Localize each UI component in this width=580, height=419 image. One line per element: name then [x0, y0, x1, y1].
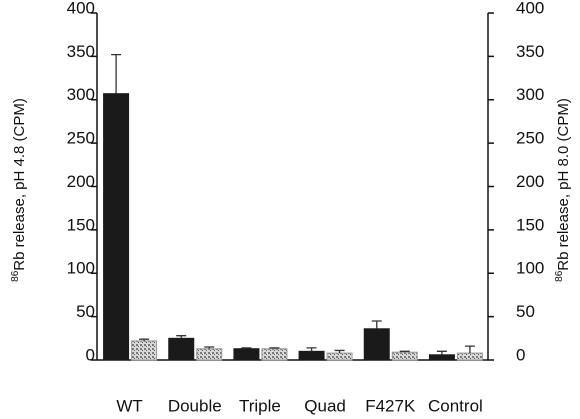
y-tick-label: 400 [67, 0, 95, 17]
y-tick-label: 150 [67, 215, 95, 234]
x-tick-label: Control [428, 396, 483, 415]
bar [103, 93, 130, 361]
error-bar [176, 335, 187, 339]
x-tick-label: Double [168, 396, 222, 415]
error-bar [464, 345, 475, 354]
y2-tick-label: 250 [516, 129, 544, 148]
y2-axis-label: 86Rb release, pH 8.0 (CPM) [554, 98, 572, 282]
bar [261, 348, 288, 361]
bar [196, 348, 223, 361]
y2-tick-label: 50 [516, 302, 535, 321]
error-bar [399, 350, 410, 353]
bar [298, 350, 325, 361]
y-tick-label: 100 [67, 259, 95, 278]
error-bar [334, 349, 345, 354]
y-axis-label: 86Rb release, pH 4.8 (CPM) [10, 98, 28, 282]
y-tick-label: 250 [67, 129, 95, 148]
y2-label-sup: 86 [554, 270, 565, 282]
error-bar [241, 347, 252, 349]
y2-tick-label: 0 [516, 345, 525, 364]
y2-label-text: Rb release, pH 8.0 (CPM) [555, 98, 572, 271]
error-bar [139, 338, 150, 341]
x-tick-label: Triple [239, 396, 281, 415]
y2-tick-label: 150 [516, 215, 544, 234]
y-tick-label: 200 [67, 172, 95, 191]
y-tick-label: 350 [67, 42, 95, 61]
x-tick-label: Quad [304, 396, 346, 415]
error-bar [436, 350, 447, 355]
y-label-text: Rb release, pH 4.8 (CPM) [11, 98, 28, 271]
bar [428, 354, 455, 361]
bar [363, 328, 390, 361]
y-tick-label: 50 [76, 302, 95, 321]
error-bar [306, 347, 317, 352]
y2-tick-label: 100 [516, 259, 544, 278]
bar [326, 352, 353, 361]
y2-tick-label: 400 [516, 0, 544, 17]
bar [233, 348, 260, 361]
error-bar [111, 53, 122, 94]
y2-tick-label: 200 [516, 172, 544, 191]
bar [391, 351, 418, 361]
x-tick-label: F427K [365, 396, 416, 415]
error-bar [371, 320, 382, 329]
y-tick-label: 300 [67, 85, 95, 104]
bar [456, 352, 483, 361]
y2-tick-label: 350 [516, 42, 544, 61]
y2-tick-label: 300 [516, 85, 544, 104]
bar [168, 337, 195, 361]
x-tick-label: WT [116, 396, 142, 415]
bar [131, 340, 158, 361]
error-bar [204, 346, 215, 349]
y-label-sup: 86 [10, 270, 21, 282]
y-tick-label: 0 [86, 345, 95, 364]
error-bar [269, 347, 280, 349]
